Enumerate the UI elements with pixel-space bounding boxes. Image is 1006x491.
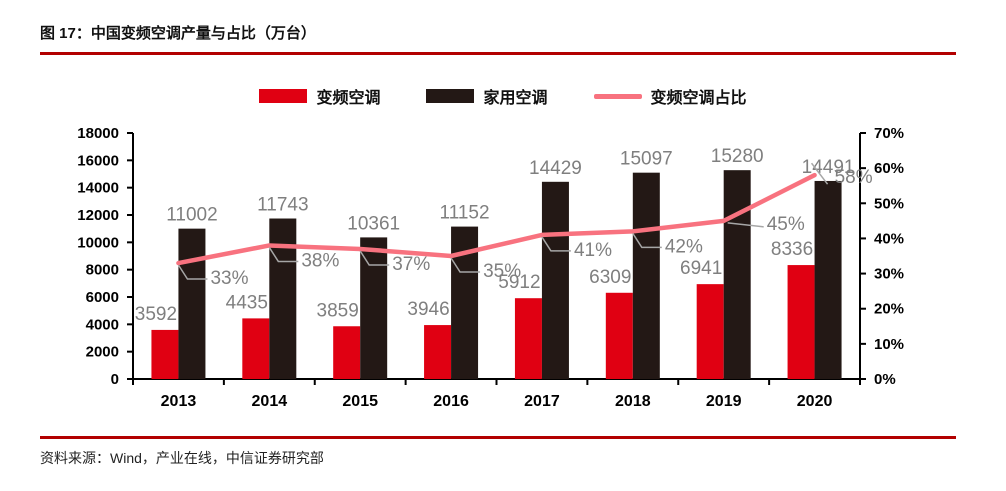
left-axis-tick-label: 12000 [77, 207, 119, 224]
share-label-leader [727, 222, 764, 228]
bar-inverter-2020 [787, 265, 815, 379]
bar-inverter-2014 [242, 318, 270, 379]
legend-swatch-inverter-ac [259, 89, 308, 103]
bar-value-label-household: 10361 [347, 213, 400, 234]
share-percent-label: 45% [767, 214, 805, 235]
legend-label-inverter-ac: 变频空调 [316, 90, 381, 107]
bar-value-label-inverter: 6941 [680, 258, 722, 279]
right-axis-tick-label: 60% [874, 160, 904, 177]
title-divider [40, 52, 956, 55]
bar-value-label-inverter: 3859 [317, 300, 359, 321]
x-axis-category-label: 2015 [342, 393, 378, 410]
bar-value-label-inverter: 5912 [498, 272, 540, 293]
bar-value-label-household: 14491 [802, 157, 855, 178]
left-axis-tick-label: 2000 [86, 344, 119, 361]
left-axis-tick-label: 14000 [77, 180, 119, 197]
bar-value-label-inverter: 3946 [407, 299, 449, 320]
share-percent-label: 37% [392, 254, 430, 275]
bar-value-label-household: 11152 [440, 203, 490, 224]
left-axis-tick-label: 10000 [77, 234, 119, 251]
source-note: 资料来源：Wind，产业在线，中信证券研究部 [40, 450, 324, 466]
right-axis-tick-label: 30% [874, 266, 904, 283]
left-axis-tick-label: 16000 [77, 152, 119, 169]
chart-legend: 变频空调 家用空调 变频空调占比 [0, 84, 1006, 108]
x-axis-category-label: 2019 [706, 393, 742, 410]
legend-item-household-ac: 家用空调 [426, 84, 548, 108]
x-axis-category-label: 2014 [252, 393, 288, 410]
left-axis-tick-label: 8000 [86, 262, 119, 279]
share-label-leader [268, 247, 299, 263]
bar-household-2020 [814, 180, 842, 379]
share-label-leader [359, 250, 390, 266]
bar-household-2014 [269, 218, 297, 379]
bar-value-label-household: 11743 [257, 195, 308, 216]
bar-value-label-inverter: 3592 [135, 304, 177, 325]
share-line [176, 172, 817, 266]
x-axis-category-label: 2013 [161, 393, 197, 410]
legend-label-household-ac: 家用空调 [483, 90, 548, 107]
bar-inverter-2019 [696, 284, 724, 379]
right-axis-tick-label: 70% [874, 125, 904, 142]
share-percent-label: 41% [574, 240, 612, 261]
share-label-leader [810, 162, 829, 185]
right-axis-tick-label: 0% [874, 371, 896, 388]
bar-value-label-household: 15097 [620, 149, 673, 170]
right-axis-tick-label: 20% [874, 301, 904, 318]
left-axis-tick-label: 4000 [86, 316, 119, 333]
bar-value-label-household: 14429 [529, 158, 582, 179]
share-label-leader [177, 264, 208, 280]
share-percent-label: 33% [210, 268, 248, 289]
legend-swatch-household-ac [426, 89, 475, 103]
left-axis-tick-label: 6000 [86, 289, 119, 306]
x-axis-category-label: 2018 [615, 393, 651, 410]
x-axis-category-label: 2020 [797, 393, 833, 410]
share-percent-label: 42% [665, 236, 703, 257]
left-axis-tick-label: 0 [111, 371, 119, 388]
legend-item-inverter-share: 变频空调占比 [593, 84, 747, 108]
right-axis-tick-label: 10% [874, 336, 904, 353]
bar-household-2017 [541, 181, 569, 379]
bar-value-label-household: 11002 [166, 205, 217, 226]
share-label-leader [541, 236, 571, 252]
share-percent-label: 35% [483, 261, 521, 282]
legend-item-inverter-ac: 变频空调 [259, 84, 380, 108]
bar-value-label-inverter: 4435 [226, 292, 268, 313]
bar-value-label-inverter: 8336 [771, 239, 813, 260]
x-axis-category-label: 2016 [433, 393, 469, 410]
share-percent-label: 58% [835, 167, 873, 188]
bar-inverter-2018 [605, 292, 633, 379]
figure-title: 图 17：中国变频空调产量与占比（万台） [40, 25, 316, 42]
legend-swatch-inverter-share-line [593, 93, 642, 99]
footer-divider [40, 436, 956, 439]
share-percent-label: 38% [301, 250, 339, 271]
bar-inverter-2016 [424, 325, 452, 379]
right-axis-tick-label: 50% [874, 195, 904, 212]
share-label-leader [632, 232, 662, 249]
bar-inverter-2017 [514, 298, 542, 379]
bar-household-2018 [632, 172, 660, 379]
bar-value-label-inverter: 6309 [589, 267, 631, 288]
bar-household-2019 [723, 170, 751, 379]
bar-household-2013 [178, 228, 206, 379]
bar-value-label-household: 15280 [711, 146, 764, 167]
bar-household-2015 [360, 237, 388, 379]
right-axis-tick-label: 40% [874, 230, 904, 247]
bar-inverter-2015 [333, 326, 361, 379]
left-axis-tick-label: 18000 [77, 125, 119, 142]
share-label-leader [450, 257, 481, 273]
x-axis-category-label: 2017 [524, 393, 560, 410]
bar-inverter-2013 [151, 329, 179, 379]
legend-label-inverter-share: 变频空调占比 [650, 90, 747, 107]
